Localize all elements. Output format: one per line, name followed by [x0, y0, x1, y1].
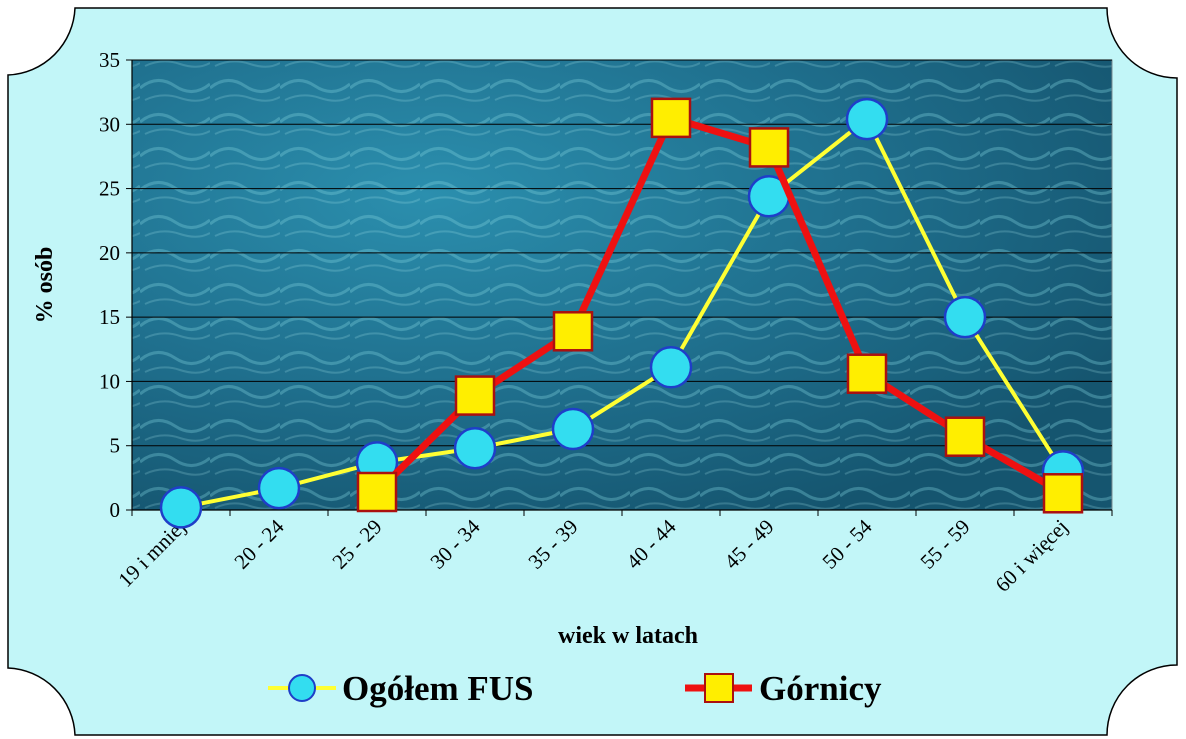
- series-gornicy: [356, 97, 1084, 514]
- data-point-ogolem: [551, 407, 595, 451]
- y-tick-label: 30: [99, 112, 120, 136]
- legend-marker-gornicy: [704, 673, 734, 703]
- data-point-ogolem: [159, 486, 203, 529]
- data-point-gornicy: [552, 311, 594, 352]
- data-point-gornicy: [944, 416, 986, 457]
- data-point-ogolem: [453, 427, 497, 470]
- y-tick-label: 20: [99, 241, 120, 265]
- series-layer: [159, 97, 1085, 529]
- data-point-ogolem: [943, 295, 987, 339]
- y-tick-label: 10: [99, 369, 120, 393]
- y-tick-label: 25: [99, 177, 120, 201]
- y-tick-label: 15: [99, 305, 120, 329]
- data-point-ogolem: [845, 97, 889, 141]
- series-ogolem: [159, 97, 1085, 529]
- data-point-gornicy: [748, 127, 790, 168]
- legend-label-ogolem: Ogółem FUS: [342, 669, 534, 708]
- legend: Ogółem FUS Górnicy: [268, 669, 882, 708]
- y-tick-label: 0: [110, 498, 121, 522]
- data-point-gornicy: [1042, 473, 1084, 514]
- legend-item-gornicy: Górnicy: [685, 669, 882, 708]
- legend-item-ogolem: Ogółem FUS: [268, 669, 534, 708]
- data-point-gornicy: [650, 97, 692, 139]
- legend-label-gornicy: Górnicy: [759, 669, 882, 708]
- data-point-gornicy: [356, 471, 398, 513]
- y-tick-label: 5: [110, 434, 121, 458]
- x-axis-title: wiek w latach: [558, 623, 698, 649]
- y-tick-label: 35: [99, 48, 120, 72]
- y-axis-title: % osób: [32, 247, 58, 324]
- axes: [126, 59, 1113, 516]
- data-point-gornicy: [454, 375, 496, 416]
- data-point-ogolem: [649, 346, 693, 389]
- data-point-gornicy: [846, 353, 888, 394]
- series-line-ogolem: [180, 117, 1065, 510]
- data-point-ogolem: [257, 466, 301, 510]
- legend-marker-ogolem: [288, 674, 316, 702]
